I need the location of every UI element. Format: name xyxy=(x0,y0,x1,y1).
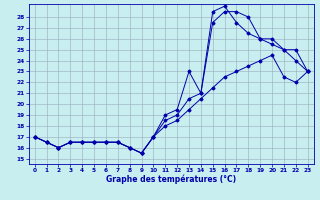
X-axis label: Graphe des températures (°C): Graphe des températures (°C) xyxy=(106,174,236,184)
